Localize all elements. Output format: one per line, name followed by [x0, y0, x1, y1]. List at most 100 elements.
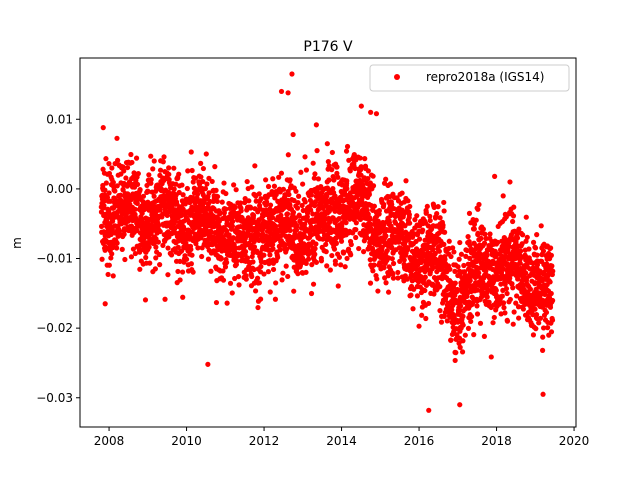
data-point — [457, 344, 463, 350]
data-point — [503, 214, 509, 220]
data-point — [519, 241, 525, 247]
data-point — [103, 156, 109, 162]
data-point — [448, 253, 454, 260]
data-point — [384, 247, 390, 254]
data-point — [237, 200, 244, 206]
data-point — [510, 213, 517, 219]
data-point — [206, 175, 212, 181]
data-point — [326, 163, 332, 169]
data-point — [176, 171, 182, 177]
data-point — [165, 245, 171, 251]
data-point — [464, 247, 470, 254]
data-point — [434, 211, 440, 217]
data-point — [224, 228, 230, 234]
data-point — [458, 251, 465, 257]
data-point — [332, 208, 338, 214]
data-point — [206, 190, 212, 196]
data-point — [362, 156, 368, 162]
data-point — [427, 213, 433, 219]
data-point — [332, 261, 339, 267]
data-point — [295, 271, 301, 277]
data-point — [514, 293, 520, 299]
data-point — [401, 257, 407, 263]
data-point — [511, 309, 517, 315]
legend: repro2018a (IGS14) — [369, 64, 570, 92]
data-point — [153, 244, 159, 250]
x-axis-ticks: 2008 2010 2012 2014 2016 2018 2020 — [94, 427, 589, 448]
data-point — [456, 256, 462, 262]
data-point — [481, 240, 488, 246]
data-point — [147, 260, 153, 266]
data-point — [334, 164, 340, 170]
data-point — [491, 314, 497, 321]
data-point — [389, 245, 395, 251]
data-point — [338, 262, 344, 268]
data-point — [422, 237, 428, 243]
data-point — [326, 177, 332, 183]
data-point — [537, 315, 544, 321]
data-point — [265, 183, 272, 190]
data-point — [483, 268, 489, 274]
data-point — [310, 211, 316, 217]
data-point — [106, 262, 112, 268]
data-point — [244, 255, 251, 261]
data-point — [308, 192, 315, 198]
data-point — [132, 206, 138, 212]
data-point — [272, 296, 279, 302]
x-tick-label: 2014 — [326, 434, 357, 448]
data-point — [264, 199, 270, 205]
data-point — [441, 199, 447, 206]
data-point — [233, 187, 239, 193]
data-point — [340, 250, 347, 256]
data-point — [188, 246, 194, 253]
data-point — [296, 193, 302, 199]
data-point — [198, 160, 204, 166]
data-point — [358, 103, 364, 109]
data-point — [549, 263, 555, 269]
data-point — [352, 165, 358, 172]
data-point — [375, 218, 381, 224]
data-point — [465, 325, 472, 331]
data-point — [511, 204, 517, 210]
data-point — [220, 277, 227, 283]
data-point — [344, 143, 351, 150]
data-point — [109, 251, 115, 257]
data-point — [547, 304, 554, 310]
data-point — [357, 216, 364, 222]
data-point — [184, 256, 190, 262]
data-point — [448, 337, 454, 343]
data-point — [423, 315, 429, 322]
data-point — [270, 246, 276, 252]
data-point — [473, 217, 479, 223]
data-point — [438, 319, 445, 325]
data-point — [261, 252, 267, 258]
data-point — [114, 245, 120, 251]
data-point — [310, 160, 316, 166]
data-point — [298, 169, 304, 175]
data-point — [165, 272, 171, 278]
data-point — [184, 185, 190, 192]
data-point — [513, 300, 519, 306]
data-point — [277, 247, 283, 253]
data-point — [367, 257, 373, 263]
data-point — [370, 183, 377, 189]
data-point — [344, 178, 350, 184]
data-point — [471, 226, 477, 232]
data-point — [134, 200, 140, 206]
data-point — [108, 255, 114, 261]
data-point — [201, 199, 207, 206]
data-point — [353, 234, 359, 241]
data-point — [493, 287, 499, 293]
data-point — [353, 220, 359, 226]
data-point — [407, 220, 413, 226]
data-point — [510, 321, 516, 327]
data-point — [101, 203, 107, 209]
data-point — [119, 246, 125, 252]
data-point — [385, 273, 392, 279]
data-point — [227, 280, 234, 286]
data-point — [318, 258, 325, 264]
data-point — [251, 266, 257, 273]
data-point — [457, 402, 463, 408]
data-point — [200, 165, 207, 172]
data-point — [190, 269, 196, 275]
